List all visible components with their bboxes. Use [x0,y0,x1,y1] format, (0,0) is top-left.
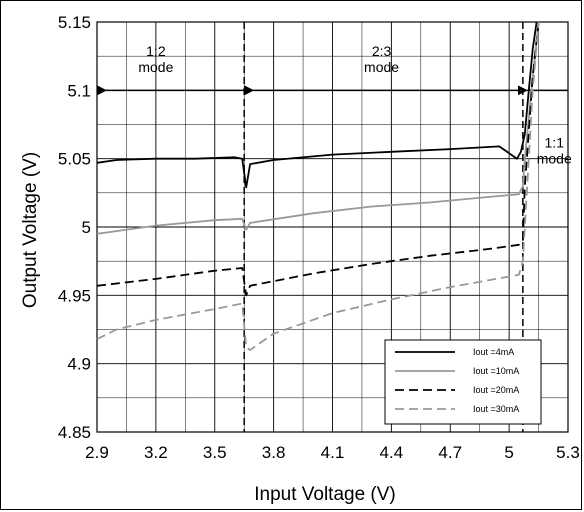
x-tick-label: 4.7 [438,443,462,462]
mode-annotation-2: 2:3 mode [364,43,399,75]
x-tick-label: 5.3 [556,443,580,462]
legend-label: Iout =4mA [473,347,514,357]
annotation-line: 1:1 [545,135,565,151]
y-tick-label: 5.1 [67,81,91,100]
legend-label: Iout =30mA [473,404,519,414]
x-tick-label: 3.5 [203,443,227,462]
legend-label: Iout =20mA [473,385,519,395]
annotation-line: mode [138,59,173,75]
x-tick-label: 3.2 [144,443,168,462]
series-line-1 [96,21,538,189]
plot-border [96,21,569,433]
y-tick-label: 5 [82,218,91,237]
x-tick-label: 5 [504,443,513,462]
y-tick-label: 4.85 [58,423,91,442]
y-tick-label: 4.95 [58,286,91,305]
series-line-4 [96,21,540,351]
x-tick-label: 3.8 [262,443,286,462]
legend-label: Iout =10mA [473,366,519,376]
y-tick-label: 5.15 [58,13,91,32]
mode-annotation-1: 1:2 mode [138,43,173,75]
x-tick-label: 2.9 [85,443,109,462]
x-tick-label: 4.4 [380,443,404,462]
tick-labels: 2.9 3.2 3.5 3.8 4.1 4.4 4.7 5 5.3 5.15 5.1 5.05 5 4.9… [58,13,580,462]
legend-box [384,339,542,425]
x-axis-label: Input Voltage (V) [254,484,396,505]
series-line-3 [96,21,540,297]
y-axis-label: Output Voltage (V) [20,152,41,308]
x-tick-label: 4.1 [321,443,345,462]
series-line-2 [96,21,540,235]
legend: Iout =4mA Iout =10mA Iout =20mA Iout =30mA [384,339,542,425]
annotation-line: 2:3 [372,43,392,59]
mode-annotation-3: 1:1 mode [537,135,572,167]
annotation-line: 1:2 [146,43,166,59]
y-tick-label: 4.9 [67,355,91,374]
y-tick-label: 5.05 [58,150,91,169]
annotation-line: mode [537,151,572,167]
series-lines [96,21,540,351]
annotation-line: mode [364,59,399,75]
